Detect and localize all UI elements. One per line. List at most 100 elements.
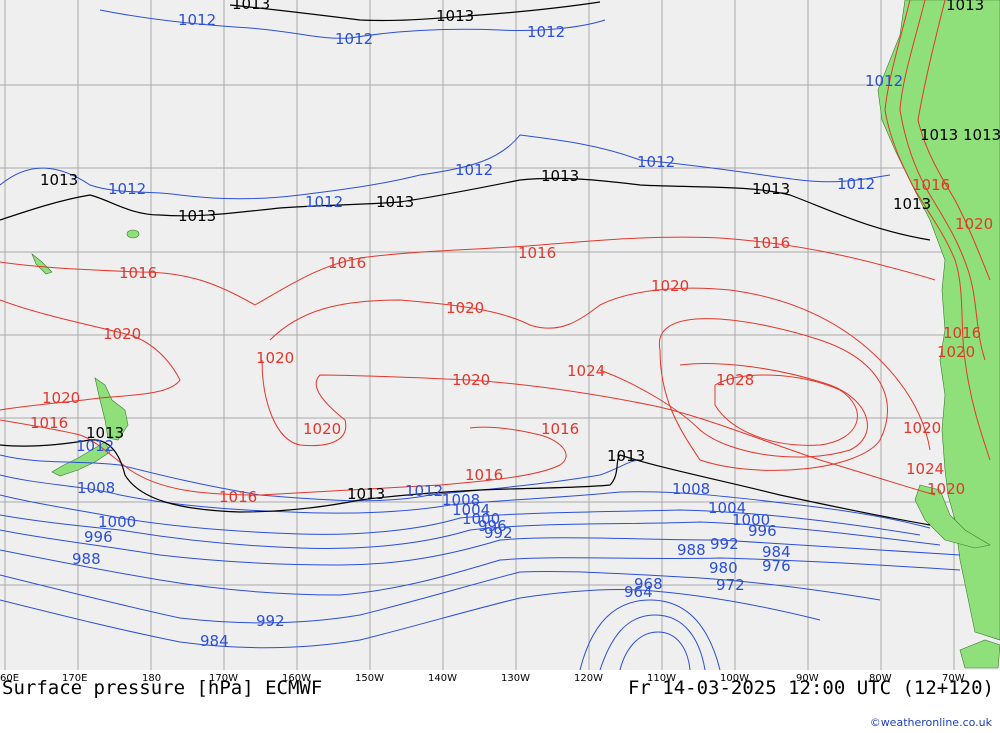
map-title: Surface pressure [hPa] ECMWF xyxy=(2,677,323,699)
label-1013: 1013 xyxy=(178,207,216,225)
label-964: 964 xyxy=(624,583,653,601)
label-1012: 1012 xyxy=(76,437,114,455)
label-1016: 1016 xyxy=(541,420,579,438)
isobar-labels: 1012 1012 1012 1012 1012 1012 1012 1012 … xyxy=(30,0,1000,650)
lon-label: 110W xyxy=(647,673,676,684)
label-1016: 1016 xyxy=(219,488,257,506)
label-1013: 1013 xyxy=(436,7,474,25)
label-1013: 1013 xyxy=(607,447,645,465)
label-984: 984 xyxy=(762,543,791,561)
label-1012: 1012 xyxy=(335,30,373,48)
lon-label: 150W xyxy=(355,673,384,684)
credit-link[interactable]: ©weatheronline.co.uk xyxy=(869,716,992,729)
label-1012: 1012 xyxy=(527,23,565,41)
south-america-land xyxy=(877,0,1000,641)
label-1012: 1012 xyxy=(405,482,443,500)
high-pressure-isobars xyxy=(0,236,936,496)
label-996: 996 xyxy=(84,528,113,546)
label-1008: 1008 xyxy=(442,491,480,509)
lon-label: 170W xyxy=(209,673,238,684)
label-1013: 1013 xyxy=(376,193,414,211)
label-1020: 1020 xyxy=(955,215,993,233)
isobar-1013 xyxy=(0,1,931,526)
label-1016: 1016 xyxy=(912,176,950,194)
lon-label: 70W xyxy=(942,673,965,684)
tierra-del-fuego-land xyxy=(914,484,991,549)
label-1016: 1016 xyxy=(30,414,68,432)
label-1013: 1013 xyxy=(541,167,579,185)
map-canvas: 1012 1012 1012 1012 1012 1012 1012 1012 … xyxy=(0,0,1000,670)
label-1016: 1016 xyxy=(518,244,556,262)
label-1024: 1024 xyxy=(567,362,605,380)
label-984: 984 xyxy=(200,632,229,650)
label-1013: 1013 xyxy=(347,485,385,503)
label-988: 988 xyxy=(72,550,101,568)
label-992: 992 xyxy=(484,524,513,542)
new-zealand-north-island xyxy=(94,377,129,441)
label-1013: 1013 xyxy=(963,126,1000,144)
map-footer: 60E 170E 180 170W 160W 150W 140W 130W 12… xyxy=(0,670,1000,733)
lon-label: 180 xyxy=(142,673,162,684)
label-1020: 1020 xyxy=(903,419,941,437)
label-1013: 1013 xyxy=(40,171,78,189)
label-1013: 1013 xyxy=(752,180,790,198)
new-caledonia-land xyxy=(31,253,53,275)
label-1012: 1012 xyxy=(305,193,343,211)
label-1012: 1012 xyxy=(178,11,216,29)
label-1012: 1012 xyxy=(637,153,675,171)
label-1020: 1020 xyxy=(446,299,484,317)
label-1004: 1004 xyxy=(452,501,490,519)
label-1024: 1024 xyxy=(906,460,944,478)
label-1013: 1013 xyxy=(946,0,984,14)
new-zealand-south-island xyxy=(51,441,111,477)
label-972: 972 xyxy=(716,576,745,594)
label-988: 988 xyxy=(677,541,706,559)
lon-label: 120W xyxy=(574,673,603,684)
label-1013: 1013 xyxy=(893,195,931,213)
label-1016: 1016 xyxy=(465,466,503,484)
low-pressure-isobars xyxy=(0,9,961,670)
falkland-land xyxy=(959,639,1000,669)
label-1016: 1016 xyxy=(752,234,790,252)
label-1013: 1013 xyxy=(86,424,124,442)
andes-isobars xyxy=(884,0,991,461)
label-996: 996 xyxy=(748,522,777,540)
label-1020: 1020 xyxy=(937,343,975,361)
label-1020: 1020 xyxy=(42,389,80,407)
label-1008: 1008 xyxy=(672,480,710,498)
label-1028: 1028 xyxy=(716,371,754,389)
pressure-map: 1012 1012 1012 1012 1012 1012 1012 1012 … xyxy=(0,0,1000,670)
label-1012: 1012 xyxy=(865,72,903,90)
label-1000: 1000 xyxy=(98,513,136,531)
lon-label: 80W xyxy=(869,673,892,684)
label-1000: 1000 xyxy=(732,511,770,529)
label-992: 992 xyxy=(256,612,285,630)
label-996: 996 xyxy=(478,517,507,535)
lon-label: 160W xyxy=(282,673,311,684)
lon-label: 90W xyxy=(796,673,819,684)
label-1012: 1012 xyxy=(837,175,875,193)
label-1012: 1012 xyxy=(455,161,493,179)
label-1013: 1013 xyxy=(920,126,958,144)
label-976: 976 xyxy=(762,557,791,575)
label-980: 980 xyxy=(709,559,738,577)
label-1016: 1016 xyxy=(119,264,157,282)
lon-label: 170E xyxy=(62,673,88,684)
label-1020: 1020 xyxy=(651,277,689,295)
label-1020: 1020 xyxy=(452,371,490,389)
label-1020: 1020 xyxy=(103,325,141,343)
label-1000: 1000 xyxy=(462,510,500,528)
fiji-island xyxy=(126,229,140,239)
label-1016: 1016 xyxy=(943,324,981,342)
lon-label: 60E xyxy=(0,673,20,684)
label-1020: 1020 xyxy=(303,420,341,438)
label-1020: 1020 xyxy=(927,480,965,498)
label-1013: 1013 xyxy=(232,0,270,13)
label-1004: 1004 xyxy=(708,499,746,517)
valid-time: Fr 14-03-2025 12:00 UTC (12+120) xyxy=(627,677,994,699)
label-1016: 1016 xyxy=(328,254,366,272)
label-968: 968 xyxy=(634,575,663,593)
label-992: 992 xyxy=(710,535,739,553)
label-1012: 1012 xyxy=(108,180,146,198)
label-1020: 1020 xyxy=(256,349,294,367)
